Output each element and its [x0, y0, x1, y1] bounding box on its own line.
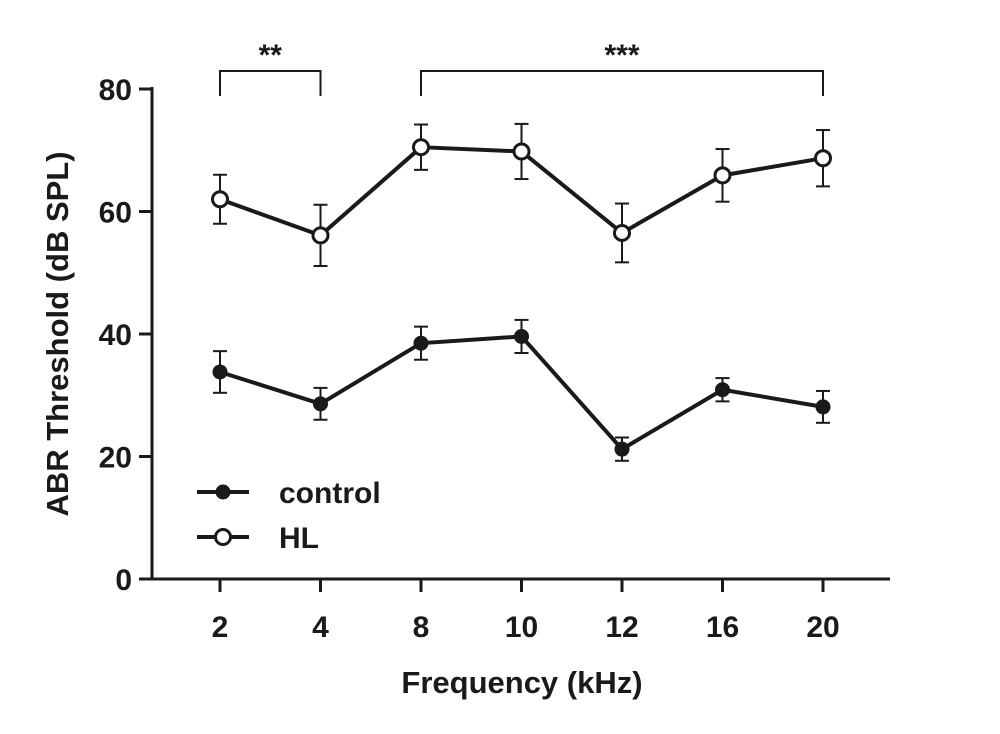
x-axis-title: Frequency (kHz): [401, 665, 642, 700]
significance-bracket: [420, 70, 824, 96]
x-tick-label: 12: [605, 611, 638, 644]
y-tick-label: 80: [99, 74, 132, 107]
legend-marker: [215, 484, 231, 500]
series-hl: [211, 122, 832, 268]
significance-bracket: [219, 70, 322, 96]
x-tick-label: 20: [806, 611, 839, 644]
legend-marker: [214, 528, 232, 546]
series-control: [212, 318, 831, 462]
data-point: [211, 190, 229, 209]
y-tick-label: 60: [99, 197, 132, 230]
x-tick-label: 16: [706, 611, 739, 644]
legend-label: HL: [279, 522, 319, 555]
y-tick-label: 40: [99, 319, 132, 352]
data-point: [815, 399, 831, 415]
data-point: [614, 441, 630, 457]
data-point: [512, 142, 531, 161]
data-point: [311, 226, 330, 245]
data-point: [814, 149, 832, 168]
y-tick-label: 20: [99, 442, 132, 475]
y-tick-label: 0: [115, 564, 132, 597]
legend-label: control: [279, 477, 381, 510]
x-tick-label: 2: [212, 611, 229, 644]
legend-item: control: [197, 477, 381, 510]
data-point: [413, 335, 429, 351]
axes: 0 20 40 60 80 2 4 8 10 12 16 20: [99, 74, 890, 644]
data-point: [212, 364, 228, 380]
data-point: [313, 396, 328, 412]
data-point: [514, 328, 529, 344]
data-point: [713, 166, 732, 185]
x-tick-label: 8: [413, 611, 430, 644]
significance-annotations: ** ***: [219, 39, 824, 96]
legend-item: HL: [197, 522, 319, 555]
x-tick-label: 10: [505, 611, 538, 644]
data-point: [613, 223, 631, 242]
significance-label: **: [259, 39, 283, 72]
significance-label: ***: [604, 39, 639, 72]
x-tick-label: 4: [312, 611, 329, 644]
data-point: [715, 382, 730, 398]
y-axis-title: ABR Threshold (dB SPL): [40, 151, 75, 516]
legend: control HL: [197, 477, 381, 555]
series-layer: [211, 122, 832, 462]
data-point: [412, 138, 430, 157]
